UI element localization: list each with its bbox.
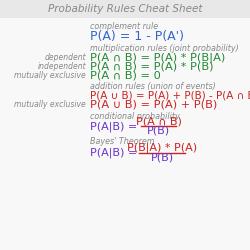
Text: P(A ∪ B) = P(A) + P(B) - P(A ∩ B): P(A ∪ B) = P(A) + P(B) - P(A ∩ B) [90, 91, 250, 101]
FancyBboxPatch shape [0, 0, 250, 18]
Text: P(A) = 1 - P(A'): P(A) = 1 - P(A') [90, 30, 184, 43]
Text: conditional probability: conditional probability [90, 112, 180, 121]
Text: independent: independent [38, 62, 86, 71]
Text: P(A ∩ B) = 0: P(A ∩ B) = 0 [90, 70, 161, 81]
Text: complement rule: complement rule [90, 22, 158, 31]
Text: P(A|B) =: P(A|B) = [90, 148, 137, 158]
Text: P(A ∩ B): P(A ∩ B) [136, 117, 182, 127]
Text: dependent: dependent [44, 54, 86, 62]
Text: P(A|B) =: P(A|B) = [90, 121, 137, 132]
Text: P(B): P(B) [147, 126, 170, 136]
Text: P(A ∪ B) = P(A) + P(B): P(A ∪ B) = P(A) + P(B) [90, 100, 217, 110]
Text: mutually exclusive: mutually exclusive [14, 100, 86, 109]
Text: Bayes' Theorem: Bayes' Theorem [90, 137, 154, 146]
Text: P(A ∩ B) = P(A) * P(B|A): P(A ∩ B) = P(A) * P(B|A) [90, 53, 225, 63]
Text: P(B|A) * P(A): P(B|A) * P(A) [127, 143, 197, 153]
Text: multiplication rules (joint probability): multiplication rules (joint probability) [90, 44, 239, 53]
Text: Probability Rules Cheat Sheet: Probability Rules Cheat Sheet [48, 4, 202, 14]
Text: addition rules (union of events): addition rules (union of events) [90, 82, 216, 92]
Text: mutually exclusive: mutually exclusive [14, 71, 86, 80]
Text: P(A ∩ B) = P(A) * P(B): P(A ∩ B) = P(A) * P(B) [90, 62, 214, 72]
Text: P(B): P(B) [150, 153, 174, 163]
